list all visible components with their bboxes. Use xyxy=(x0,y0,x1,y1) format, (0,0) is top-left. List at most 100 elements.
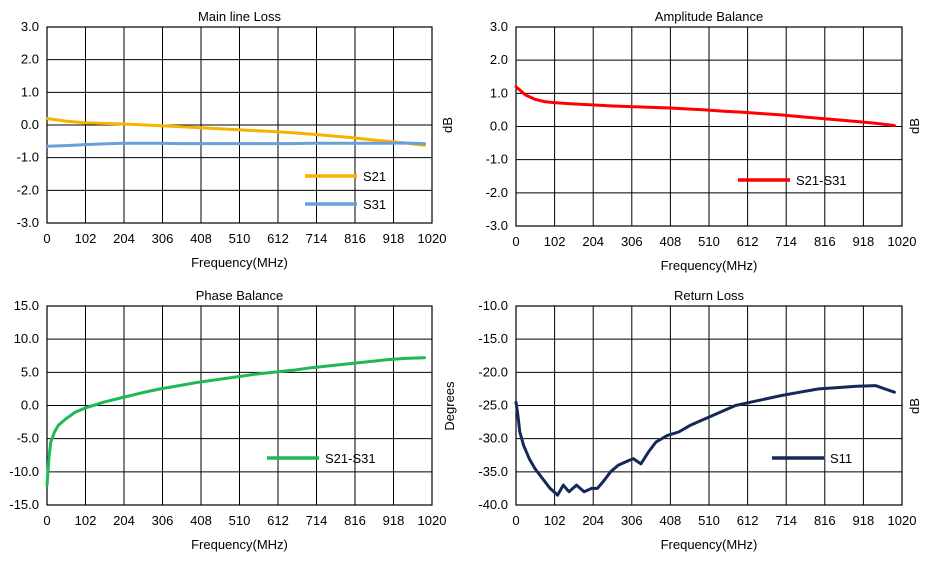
x-tick-label: 102 xyxy=(544,513,566,528)
y-tick-label: -3.0 xyxy=(17,215,39,230)
x-tick-label: 1020 xyxy=(888,234,917,249)
legend-label: S21-S31 xyxy=(796,173,847,188)
x-tick-label: 612 xyxy=(267,513,289,528)
x-tick-label: 714 xyxy=(306,231,328,246)
x-tick-label: 612 xyxy=(737,234,759,249)
y-tick-label: 10.0 xyxy=(14,331,39,346)
y-tick-label: 3.0 xyxy=(21,19,39,34)
x-tick-label: 510 xyxy=(698,234,720,249)
y-tick-label: 1.0 xyxy=(490,85,508,100)
y-tick-label: 3.0 xyxy=(490,19,508,34)
y-tick-label: -15.0 xyxy=(478,331,508,346)
x-tick-label: 510 xyxy=(229,513,251,528)
x-tick-label: 306 xyxy=(621,513,643,528)
y-tick-label: -5.0 xyxy=(17,431,39,446)
y-tick-label: 15.0 xyxy=(14,298,39,313)
y-tick-label: -10.0 xyxy=(478,298,508,313)
x-tick-label: 102 xyxy=(544,234,566,249)
y-tick-label: -2.0 xyxy=(17,182,39,197)
x-axis-label: Frequency(MHz) xyxy=(191,255,288,270)
chart-1: Amplitude Balance 0 102 204 306 408 510 612 714 8… xyxy=(486,9,922,273)
series-line-s21-s31 xyxy=(514,85,896,127)
y-tick-label: 0.0 xyxy=(21,117,39,132)
chart-0: Main line Loss 0 102 204 306 408 510 612 714 816 9… xyxy=(17,9,455,270)
y-tick-label: -30.0 xyxy=(478,431,508,446)
y-tick-label: -1.0 xyxy=(17,150,39,165)
y-tick-label: -15.0 xyxy=(9,497,39,512)
x-tick-label: 0 xyxy=(512,513,519,528)
y-tick-label: 2.0 xyxy=(490,52,508,67)
x-tick-label: 0 xyxy=(43,231,50,246)
chart-title: Main line Loss xyxy=(198,9,282,24)
legend-label: S21 xyxy=(363,169,386,184)
x-tick-label: 510 xyxy=(229,231,251,246)
legend-label: S31 xyxy=(363,197,386,212)
series-line-s11 xyxy=(514,384,896,497)
series-line-s31 xyxy=(45,141,426,148)
x-tick-label: 816 xyxy=(344,231,366,246)
x-tick-label: 714 xyxy=(775,513,797,528)
x-tick-label: 714 xyxy=(775,234,797,249)
x-tick-label: 816 xyxy=(814,513,836,528)
x-tick-label: 306 xyxy=(621,234,643,249)
x-tick-label: 0 xyxy=(43,513,50,528)
y-tick-label: -3.0 xyxy=(486,218,508,233)
chart-title: Return Loss xyxy=(674,288,745,303)
y-tick-label: 5.0 xyxy=(21,364,39,379)
chart-title: Amplitude Balance xyxy=(655,9,763,24)
x-tick-label: 918 xyxy=(383,231,405,246)
y-tick-label: -2.0 xyxy=(486,185,508,200)
y-tick-label: -20.0 xyxy=(478,364,508,379)
y-tick-label: 2.0 xyxy=(21,52,39,67)
y-axis-label: Degrees xyxy=(442,381,457,431)
y-tick-label: 0.0 xyxy=(21,398,39,413)
y-tick-label: -25.0 xyxy=(478,398,508,413)
x-tick-label: 1020 xyxy=(888,513,917,528)
chart-2: Phase Balance 0 102 204 306 408 510 612 714 816 91… xyxy=(9,288,457,552)
x-axis-label: Frequency(MHz) xyxy=(661,258,758,273)
x-tick-label: 918 xyxy=(853,513,875,528)
x-tick-label: 408 xyxy=(190,513,212,528)
series-line-s21 xyxy=(45,117,426,147)
y-tick-label: 1.0 xyxy=(21,84,39,99)
x-tick-label: 408 xyxy=(660,513,682,528)
x-tick-label: 0 xyxy=(512,234,519,249)
x-tick-label: 306 xyxy=(152,513,174,528)
x-tick-label: 306 xyxy=(152,231,174,246)
x-tick-label: 408 xyxy=(660,234,682,249)
chart-3: Return Loss 0 102 204 306 408 510 612 714 816 918 1… xyxy=(478,288,922,552)
y-tick-label: 0.0 xyxy=(490,119,508,134)
x-tick-label: 408 xyxy=(190,231,212,246)
x-tick-label: 204 xyxy=(582,513,604,528)
x-axis-label: Frequency(MHz) xyxy=(191,537,288,552)
series-line-s21-s31 xyxy=(45,356,426,487)
y-axis-label: dB xyxy=(440,117,455,133)
x-tick-label: 1020 xyxy=(418,231,447,246)
x-tick-label: 102 xyxy=(75,513,97,528)
x-tick-label: 612 xyxy=(267,231,289,246)
x-tick-label: 816 xyxy=(344,513,366,528)
x-tick-label: 612 xyxy=(737,513,759,528)
x-tick-label: 204 xyxy=(113,231,135,246)
y-tick-label: -35.0 xyxy=(478,464,508,479)
x-tick-label: 204 xyxy=(582,234,604,249)
y-tick-label: -10.0 xyxy=(9,464,39,479)
x-tick-label: 918 xyxy=(853,234,875,249)
x-tick-label: 816 xyxy=(814,234,836,249)
x-tick-label: 1020 xyxy=(418,513,447,528)
plot-frame xyxy=(515,26,903,227)
legend-label: S21-S31 xyxy=(325,451,376,466)
chart-title: Phase Balance xyxy=(196,288,283,303)
legend-label: S11 xyxy=(830,451,852,466)
plot-frame xyxy=(46,305,433,506)
x-tick-label: 918 xyxy=(383,513,405,528)
x-axis-label: Frequency(MHz) xyxy=(661,537,758,552)
y-tick-label: -1.0 xyxy=(486,152,508,167)
y-tick-label: -40.0 xyxy=(478,497,508,512)
x-tick-label: 204 xyxy=(113,513,135,528)
x-tick-label: 714 xyxy=(306,513,328,528)
y-axis-label: dB xyxy=(907,398,922,414)
x-tick-label: 102 xyxy=(75,231,97,246)
